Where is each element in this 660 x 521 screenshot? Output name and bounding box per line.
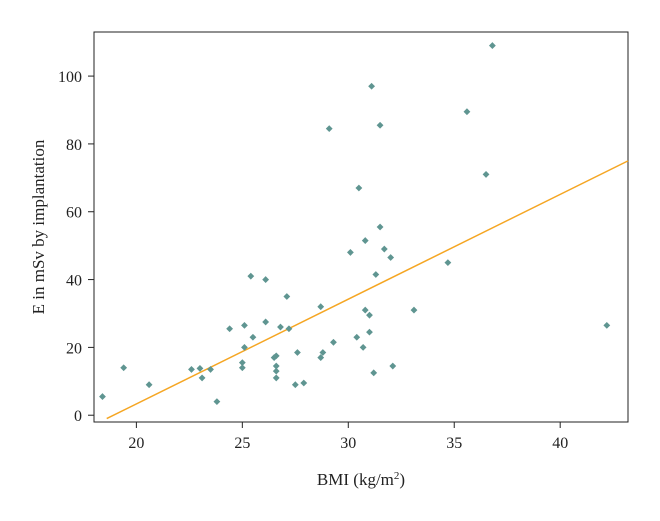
y-axis-ticks: 0 20 40 60 80 100 <box>58 69 94 425</box>
x-tick-label: 40 <box>552 435 568 452</box>
data-point <box>291 381 299 389</box>
x-tick-label: 35 <box>446 435 462 452</box>
y-tick-label: 40 <box>66 273 82 290</box>
data-point <box>380 245 388 253</box>
data-point <box>603 321 611 329</box>
data-point <box>247 272 255 280</box>
data-point <box>241 321 248 329</box>
x-axis-label-suffix: ) <box>399 470 405 489</box>
data-point <box>353 333 361 341</box>
data-point <box>99 393 106 400</box>
data-point <box>376 223 384 231</box>
data-point <box>488 42 496 49</box>
data-point <box>366 311 373 319</box>
data-point <box>463 108 471 116</box>
data-point <box>285 325 293 333</box>
x-axis-label-superscript: 2 <box>394 470 400 482</box>
data-point <box>207 366 214 373</box>
data-point <box>120 364 128 372</box>
x-tick-label: 20 <box>128 435 144 452</box>
data-point <box>355 184 363 192</box>
data-point <box>272 352 280 360</box>
data-point <box>482 171 490 178</box>
trend-line <box>106 160 629 420</box>
data-point <box>294 349 301 356</box>
data-point <box>317 354 325 361</box>
plot-frame <box>93 31 629 423</box>
data-point <box>300 379 308 387</box>
data-point <box>241 343 248 351</box>
data-point <box>198 374 206 382</box>
data-point <box>376 121 384 129</box>
data-point <box>262 318 270 326</box>
data-point <box>370 369 378 377</box>
x-axis-label-text: BMI (kg/m <box>317 470 394 489</box>
data-point <box>319 349 327 356</box>
x-tick-label: 25 <box>234 435 250 452</box>
data-point <box>347 249 354 256</box>
data-point <box>196 365 204 372</box>
data-point <box>145 381 153 389</box>
data-point <box>188 366 195 373</box>
data-point <box>226 325 234 333</box>
data-point <box>389 362 397 370</box>
y-tick-label: 100 <box>58 69 82 86</box>
data-points <box>99 42 611 406</box>
y-axis-label: E in mSv by implantation <box>29 139 48 314</box>
x-axis-label: BMI (kg/m2) <box>317 470 405 489</box>
y-tick-label: 0 <box>74 408 82 425</box>
data-point <box>213 398 221 406</box>
data-point <box>317 303 325 311</box>
data-point <box>361 306 369 314</box>
data-point <box>387 254 395 261</box>
data-point <box>325 125 333 133</box>
data-point <box>368 82 375 90</box>
y-tick-label: 60 <box>66 205 82 222</box>
data-point <box>272 374 280 382</box>
data-point <box>283 293 291 300</box>
y-tick-label: 20 <box>66 340 82 357</box>
data-point <box>410 306 418 314</box>
data-point <box>359 343 367 351</box>
data-point <box>372 271 380 278</box>
data-point <box>262 276 270 283</box>
data-point <box>277 323 284 331</box>
data-point <box>249 333 257 341</box>
y-tick-label: 80 <box>66 137 82 154</box>
data-point <box>361 237 369 244</box>
data-point <box>272 362 280 370</box>
data-point <box>330 338 337 346</box>
data-point <box>272 367 280 375</box>
data-point <box>366 328 373 336</box>
data-point <box>238 364 246 372</box>
data-point <box>444 259 452 267</box>
x-axis-ticks: 20 25 30 35 40 <box>128 422 568 452</box>
data-point <box>238 359 246 367</box>
x-tick-label: 30 <box>340 435 356 452</box>
